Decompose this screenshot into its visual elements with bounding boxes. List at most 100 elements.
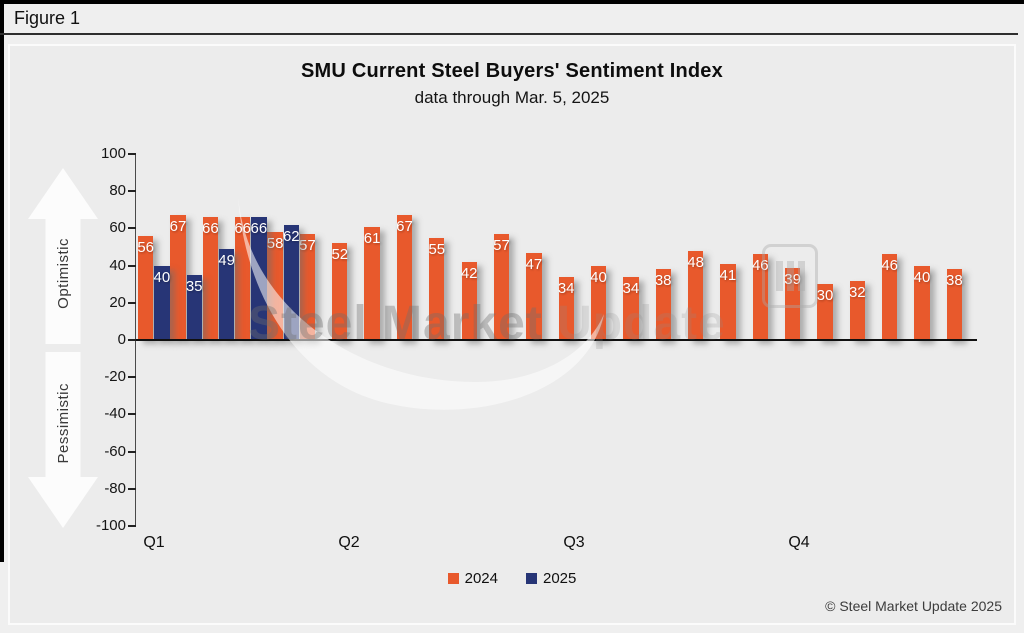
bar-2024: 46	[751, 254, 769, 340]
bar-2024: 39	[784, 267, 801, 340]
window-edge-left	[0, 0, 4, 562]
optimistic-label: Optimistic	[54, 237, 72, 309]
y-axis-tick-mark	[128, 264, 136, 267]
figure-divider	[0, 33, 1018, 35]
y-axis-tick-mark	[128, 525, 136, 527]
legend-swatch-icon	[526, 573, 537, 584]
bar-value-label: 40	[153, 268, 171, 286]
bar-2025: 40	[153, 265, 171, 340]
y-axis-tick-mark	[128, 450, 136, 453]
x-axis-label-Q3: Q3	[563, 534, 585, 551]
bar-value-label: 67	[396, 218, 413, 236]
bar-value-label: 35	[185, 277, 203, 295]
chart-panel: SMU Current Steel Buyers' Sentiment Inde…	[8, 44, 1016, 625]
bar-value-label: 52	[331, 246, 349, 264]
y-axis-tick-label: 40	[109, 256, 126, 274]
bar-2024: 48	[687, 250, 704, 340]
legend-label: 2024	[464, 570, 498, 587]
y-axis-tick-mark	[128, 413, 136, 416]
bar-2024: 52	[331, 243, 349, 340]
bar-value-label: 38	[946, 272, 963, 290]
bar-2024: 58	[266, 232, 284, 340]
bar-value-label: 57	[493, 237, 510, 254]
bar-value-label: 30	[816, 287, 834, 305]
y-axis-tick-label: 20	[109, 293, 126, 311]
bar-2024: 32	[848, 280, 866, 340]
bar-2024: 67	[169, 215, 187, 340]
y-axis-tick-label: 60	[109, 219, 126, 237]
chart-subtitle: data through Mar. 5, 2025	[414, 88, 610, 107]
bar-2024: 30	[816, 284, 834, 340]
bar-2024: 40	[913, 265, 931, 340]
bar-value-label: 62	[282, 227, 300, 245]
x-axis-baseline	[136, 339, 977, 341]
figure-label: Figure 1	[14, 8, 81, 28]
bar-2025: 62	[282, 224, 300, 340]
y-axis-tick-label: -100	[95, 517, 126, 534]
bar-2024: 38	[654, 269, 672, 340]
bar-2024: 56	[137, 235, 154, 340]
y-axis-tick-label: 100	[100, 145, 126, 162]
bar-value-label: 49	[218, 251, 235, 269]
bar-value-label: 48	[687, 253, 704, 271]
bar-value-label: 57	[299, 237, 316, 254]
bar-value-label: 32	[848, 283, 866, 301]
bar-value-label: 40	[590, 268, 607, 286]
bar-value-label: 46	[751, 257, 769, 275]
copyright-text: © Steel Market Update 2025	[825, 598, 1002, 614]
bar-value-label: 34	[557, 279, 575, 297]
bar-value-label: 47	[525, 255, 543, 273]
bar-value-label: 67	[169, 218, 187, 236]
legend-item-2024: 2024	[447, 570, 498, 587]
bar-value-label: 66	[250, 220, 268, 238]
x-axis-label-Q2: Q2	[338, 534, 360, 551]
pessimistic-label: Pessimistic	[54, 382, 72, 464]
bar-2024: 57	[299, 234, 316, 340]
bar-2024: 47	[525, 252, 543, 340]
bar-2024: 66	[202, 217, 219, 340]
y-axis-tick-mark	[128, 339, 136, 341]
y-axis-tick-mark	[128, 153, 136, 155]
bar-value-label: 55	[428, 240, 446, 258]
y-axis-tick-label: 0	[117, 331, 126, 348]
bar-value-label: 61	[363, 229, 381, 247]
y-axis-tick-mark	[128, 301, 136, 304]
bar-2025: 35	[185, 274, 203, 340]
bar-2024: 66	[234, 217, 252, 340]
y-axis-tick-label: -60	[104, 442, 126, 460]
window-edge-top	[0, 0, 1024, 4]
y-axis-tick-mark	[128, 227, 136, 230]
y-axis-tick-label: 80	[109, 182, 126, 200]
bar-2024: 42	[460, 261, 478, 340]
bar-2024: 38	[946, 269, 963, 340]
bar-2024: 67	[396, 215, 413, 340]
bar-2024: 34	[622, 276, 640, 340]
bar-value-label: 38	[654, 272, 672, 290]
bar-2024: 41	[719, 263, 737, 340]
bar-value-label: 34	[622, 279, 640, 297]
bar-2024: 34	[557, 276, 575, 340]
bar-value-label: 39	[784, 270, 801, 288]
bar-value-label: 58	[266, 235, 284, 253]
chart-title: SMU Current Steel Buyers' Sentiment Inde…	[301, 60, 723, 82]
chart-legend: 2024 2025	[10, 570, 1014, 587]
bar-value-label: 42	[460, 264, 478, 282]
x-axis-label-Q1: Q1	[143, 534, 165, 551]
x-axis-label-Q4: Q4	[788, 534, 810, 551]
bar-2024: 57	[493, 234, 510, 340]
bar-value-label: 66	[234, 220, 252, 238]
bar-value-label: 66	[202, 220, 219, 238]
legend-label: 2025	[543, 570, 577, 587]
bar-value-label: 41	[719, 266, 737, 284]
bar-2024: 46	[881, 254, 899, 340]
y-axis-tick-label: -40	[104, 405, 126, 423]
bar-value-label: 46	[881, 257, 899, 275]
bar-2025: 49	[218, 248, 235, 340]
bar-2025: 66	[250, 217, 268, 340]
legend-swatch-icon	[447, 573, 459, 584]
bar-2024: 55	[428, 237, 446, 340]
legend-item-2025: 2025	[526, 570, 576, 587]
y-axis-tick-mark	[128, 190, 136, 193]
bar-value-label: 40	[913, 268, 931, 286]
y-axis-tick-mark	[128, 487, 136, 490]
